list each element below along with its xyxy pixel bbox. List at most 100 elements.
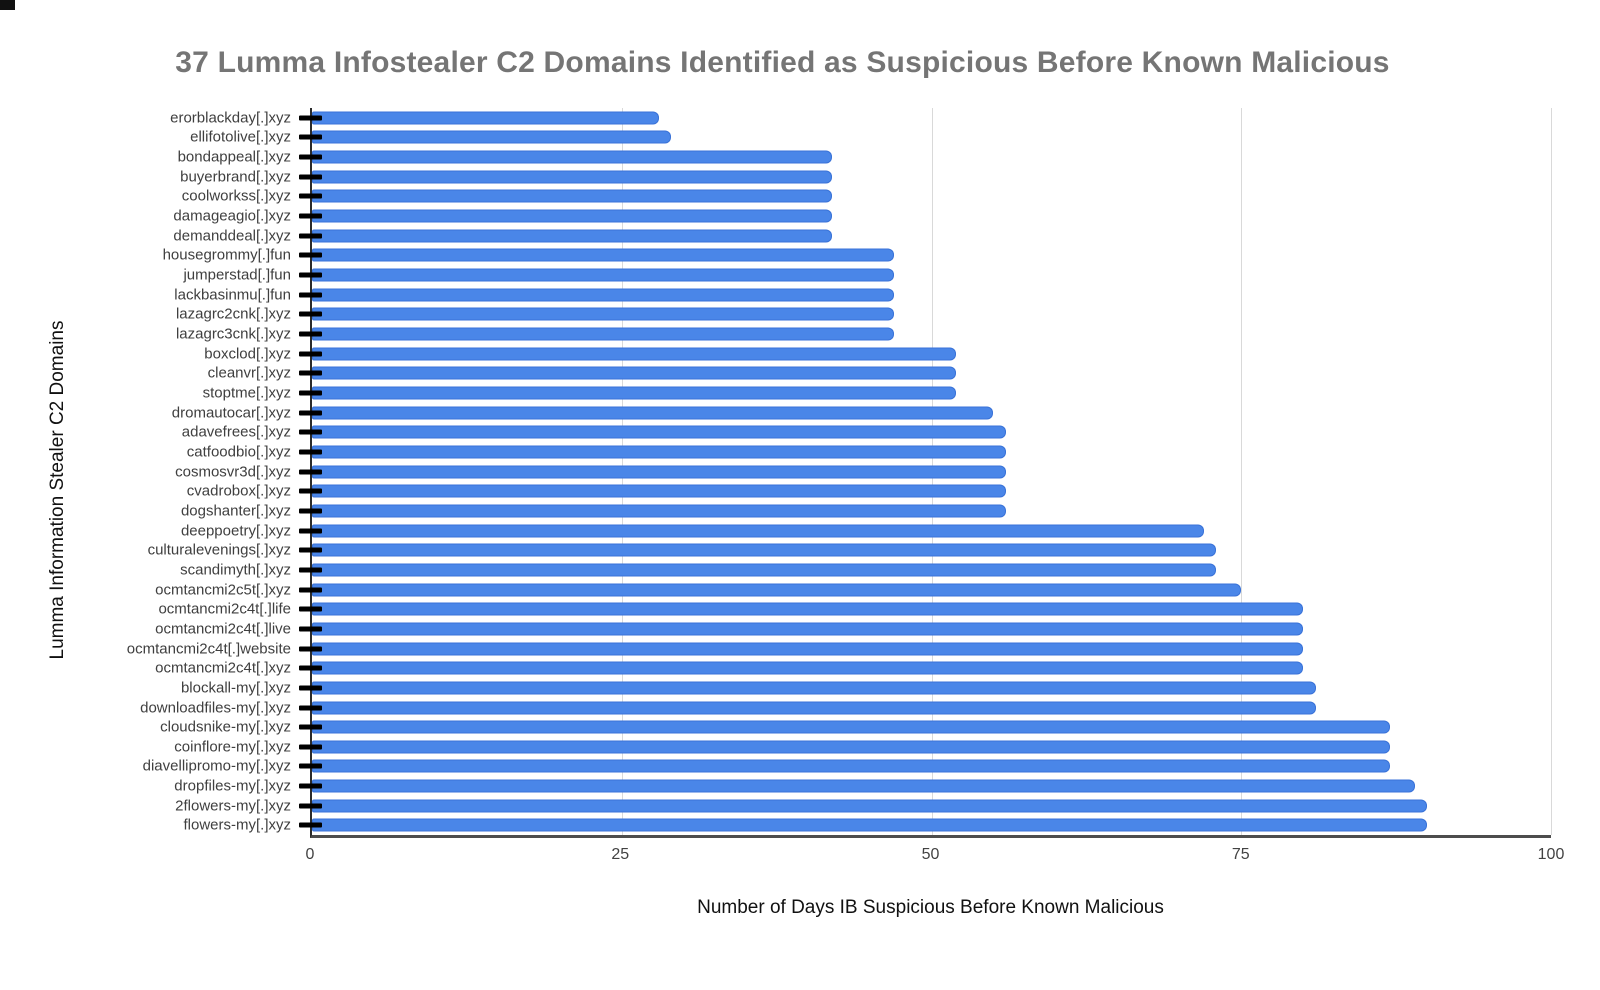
- y-axis-tick: [299, 311, 322, 317]
- chart-row: cvadrobox[.]xyz: [187, 481, 1551, 501]
- chart-row: deeppoetry[.]xyz: [181, 521, 1551, 541]
- gridline-75: [1241, 108, 1243, 835]
- y-axis-tick: [299, 213, 322, 219]
- bar: [312, 445, 1006, 459]
- category-label: deeppoetry[.]xyz: [180, 522, 291, 540]
- chart-row: flowers-my[.]xyz: [183, 816, 1551, 836]
- category-label: cleanvr[.]xyz: [207, 364, 291, 382]
- category-label: ocmtancmi2c4t[.]website: [126, 640, 291, 658]
- bar: [312, 209, 833, 223]
- y-axis-tick: [299, 174, 322, 180]
- category-label: scandimyth[.]xyz: [180, 561, 291, 579]
- category-label: ocmtancmi2c4t[.]life: [158, 600, 291, 618]
- y-axis-tick: [299, 449, 322, 455]
- category-label: coinflore-my[.]xyz: [174, 738, 291, 756]
- y-axis-tick: [299, 685, 322, 691]
- bar: [312, 602, 1304, 616]
- chart-row: blockall-my[.]xyz: [181, 678, 1551, 698]
- chart-row: cosmosvr3d[.]xyz: [175, 462, 1551, 482]
- bar: [312, 425, 1006, 439]
- gridline-100: [1551, 108, 1552, 835]
- x-axis-tick-labels: 0 25 50 75 100: [306, 846, 1565, 870]
- bar: [312, 583, 1242, 597]
- category-label: ocmtancmi2c5t[.]xyz: [155, 581, 291, 599]
- y-axis-tick: [299, 252, 322, 258]
- y-axis-tick: [299, 370, 322, 376]
- chart-row: downloadfiles-my[.]xyz: [140, 698, 1551, 718]
- chart-row: ocmtancmi2c5t[.]xyz: [155, 580, 1551, 600]
- category-label: housegrommy[.]fun: [162, 246, 291, 264]
- y-axis-tick: [299, 115, 322, 121]
- category-label: dogshanter[.]xyz: [180, 502, 291, 520]
- y-axis-tick: [299, 626, 322, 632]
- chart-row: lazagrc2cnk[.]xyz: [176, 305, 1551, 325]
- category-label: dropfiles-my[.]xyz: [174, 777, 291, 795]
- chart-row: erorblackday[.]xyz: [170, 108, 1551, 128]
- chart-row: ocmtancmi2c4t[.]life: [158, 599, 1551, 619]
- bar: [312, 740, 1390, 754]
- category-label: damageagio[.]xyz: [173, 207, 291, 225]
- bar: [312, 130, 672, 144]
- bar: [312, 288, 895, 302]
- y-axis-tick: [299, 508, 322, 514]
- y-axis-tick: [299, 292, 322, 298]
- category-label: jumperstad[.]fun: [183, 266, 291, 284]
- x-tick-label: 0: [305, 846, 315, 863]
- x-tick-label: 75: [1231, 846, 1250, 863]
- category-label: lackbasinmu[.]fun: [174, 286, 291, 304]
- bar: [312, 504, 1006, 518]
- category-label: ocmtancmi2c4t[.]live: [155, 620, 291, 638]
- y-axis-tick: [299, 744, 322, 750]
- bar: [312, 759, 1390, 773]
- bar: [312, 622, 1304, 636]
- bar: [312, 189, 833, 203]
- bar: [312, 681, 1316, 695]
- y-axis-tick: [299, 783, 322, 789]
- bar: [312, 720, 1390, 734]
- bar: [312, 150, 833, 164]
- bar: [312, 543, 1217, 557]
- category-label: buyerbrand[.]xyz: [180, 168, 291, 186]
- category-label: adavefrees[.]xyz: [181, 423, 291, 441]
- y-axis-title: Lumma Information Stealer C2 Domains: [47, 320, 68, 660]
- category-label: cvadrobox[.]xyz: [186, 482, 291, 500]
- y-axis-tick: [299, 390, 322, 396]
- chart-row: culturalevenings[.]xyz: [148, 540, 1551, 560]
- y-axis-tick: [299, 528, 322, 534]
- x-tick-label: 50: [921, 846, 940, 863]
- chart-row: catfoodbio[.]xyz: [187, 442, 1551, 462]
- bar: [312, 386, 957, 400]
- bar: [312, 406, 994, 420]
- corner-artifact: [0, 0, 15, 10]
- y-axis-tick: [299, 803, 322, 809]
- y-axis-tick: [299, 587, 322, 593]
- bar: [312, 229, 833, 243]
- chart-row: lazagrc3cnk[.]xyz: [176, 324, 1551, 344]
- bar: [312, 307, 895, 321]
- chart-row: bondappeal[.]xyz: [178, 147, 1551, 167]
- y-axis-tick: [299, 567, 322, 573]
- bar: [312, 484, 1006, 498]
- y-axis-tick: [299, 822, 322, 828]
- chart-row: ocmtancmi2c4t[.]website: [127, 639, 1551, 659]
- bar: [312, 701, 1316, 715]
- chart-row: scandimyth[.]xyz: [180, 560, 1551, 580]
- category-label: cloudsnike-my[.]xyz: [160, 718, 291, 736]
- bar: [312, 111, 659, 125]
- y-axis-tick: [299, 763, 322, 769]
- x-tick-label: 25: [611, 846, 630, 863]
- y-axis-tick: [299, 351, 322, 357]
- y-axis-tick: [299, 606, 322, 612]
- y-axis-tick: [299, 724, 322, 730]
- plot-area: erorblackday[.]xyz ellifotolive[.]xyz bond…: [127, 108, 1552, 838]
- y-axis-tick: [299, 331, 322, 337]
- y-axis-tick: [299, 134, 322, 140]
- chart-row: diavellipromo-my[.]xyz: [143, 757, 1551, 777]
- chart-row: cloudsnike-my[.]xyz: [160, 717, 1551, 737]
- category-label: catfoodbio[.]xyz: [186, 443, 291, 461]
- category-label: demanddeal[.]xyz: [173, 227, 291, 245]
- y-axis-tick: [299, 233, 322, 239]
- bar: [312, 170, 833, 184]
- category-label: erorblackday[.]xyz: [170, 109, 291, 127]
